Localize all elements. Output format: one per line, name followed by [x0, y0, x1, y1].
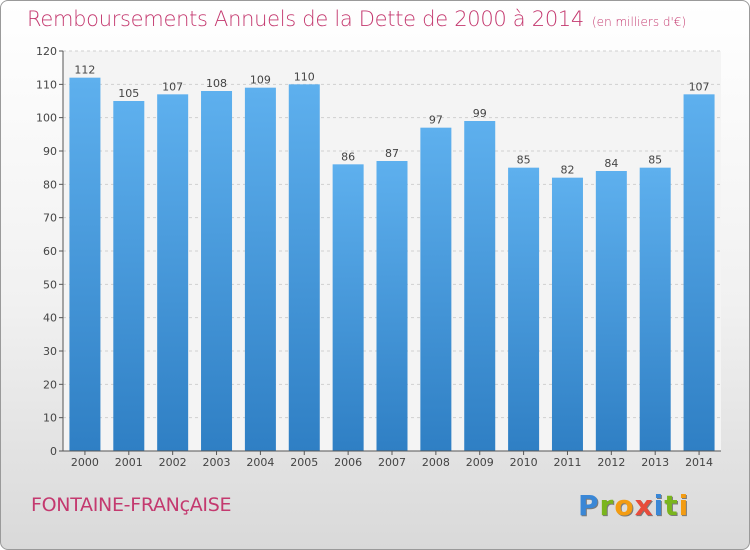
data-label: 108 — [206, 77, 227, 90]
logo-letter: i — [678, 489, 690, 522]
bar — [113, 101, 145, 451]
data-label: 107 — [162, 80, 183, 93]
commune-name: FONTAINE-FRANçAISE — [31, 494, 232, 516]
x-tick-label: 2002 — [159, 456, 187, 469]
x-tick-label: 2014 — [685, 456, 713, 469]
bar — [551, 177, 583, 451]
bar — [332, 164, 364, 452]
data-label: 82 — [560, 164, 574, 177]
data-label: 105 — [118, 87, 139, 100]
data-label: 86 — [341, 150, 355, 163]
data-label: 99 — [473, 107, 487, 120]
y-tick-label: 20 — [43, 378, 57, 391]
bar — [420, 127, 452, 452]
y-tick-label: 90 — [43, 145, 57, 158]
bar — [464, 121, 496, 451]
data-label: 87 — [385, 147, 399, 160]
chart-title: Remboursements Annuels de la Dette de 20… — [27, 7, 686, 31]
y-tick-label: 70 — [43, 212, 57, 225]
y-tick-label: 100 — [36, 112, 57, 125]
bar — [69, 77, 101, 452]
x-tick-label: 2012 — [597, 456, 625, 469]
x-tick-label: 2009 — [466, 456, 494, 469]
y-tick-label: 50 — [43, 278, 57, 291]
x-tick-label: 2000 — [71, 456, 99, 469]
y-tick-label: 30 — [43, 345, 57, 358]
bar — [639, 167, 671, 451]
bar — [595, 171, 627, 451]
bar — [157, 94, 189, 451]
bar — [683, 94, 715, 451]
bar — [376, 161, 408, 451]
x-tick-label: 2001 — [115, 456, 143, 469]
y-tick-label: 110 — [36, 78, 57, 91]
data-label: 97 — [429, 114, 443, 127]
x-tick-label: 2010 — [510, 456, 538, 469]
x-tick-label: 2006 — [334, 456, 362, 469]
data-label: 85 — [517, 154, 531, 167]
y-tick-label: 10 — [43, 412, 57, 425]
data-label: 85 — [648, 154, 662, 167]
bar — [201, 91, 233, 451]
y-tick-label: 0 — [50, 445, 57, 458]
chart-title-text: Remboursements Annuels de la Dette de 20… — [27, 7, 584, 31]
data-label: 84 — [604, 157, 618, 170]
x-tick-label: 2007 — [378, 456, 406, 469]
proxiti-logo: Proxiti — [578, 489, 689, 522]
chart-subtitle: (en milliers d'€) — [592, 15, 687, 29]
data-label: 109 — [250, 74, 271, 87]
logo-letter: r — [599, 489, 615, 522]
logo-letter: o — [614, 489, 635, 522]
axes: 0 10 20 30 40 50 60 70 80 90 100 110 120 2000 2001 2002… — [36, 45, 721, 469]
bars: 112 105 107 108 109 110 86 87 97 99 85 82 84 85 107 — [69, 64, 715, 452]
logo-letter: x — [634, 489, 654, 522]
y-tick-label: 40 — [43, 312, 57, 325]
bar — [508, 167, 540, 451]
data-label: 112 — [74, 64, 95, 77]
y-tick-label: 80 — [43, 178, 57, 191]
x-tick-label: 2011 — [553, 456, 581, 469]
logo-letter: t — [664, 489, 679, 522]
bar — [244, 87, 276, 452]
x-tick-label: 2005 — [290, 456, 318, 469]
x-tick-label: 2003 — [203, 456, 231, 469]
bar — [288, 84, 320, 451]
y-tick-label: 60 — [43, 245, 57, 258]
data-label: 110 — [294, 70, 315, 83]
logo-letter: i — [653, 489, 665, 522]
x-tick-label: 2013 — [641, 456, 669, 469]
logo-letter: P — [578, 489, 600, 522]
data-label: 107 — [689, 80, 710, 93]
x-tick-label: 2004 — [246, 456, 274, 469]
x-tick-label: 2008 — [422, 456, 450, 469]
y-tick-label: 120 — [36, 45, 57, 58]
